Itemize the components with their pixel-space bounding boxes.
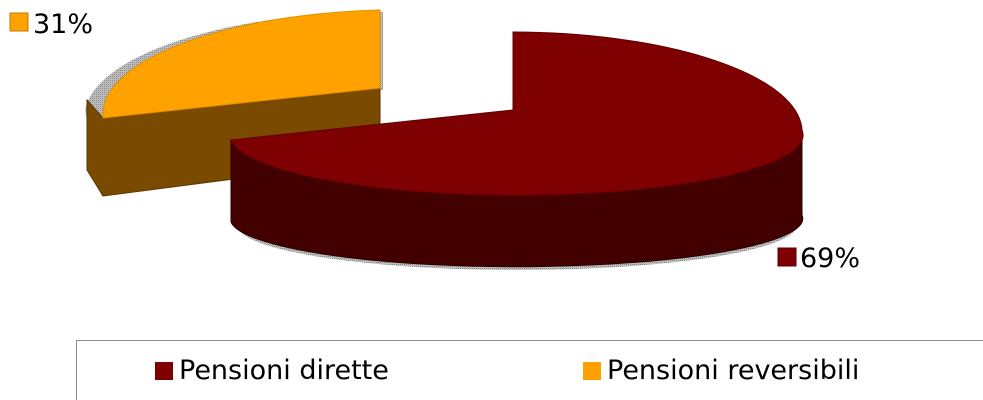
legend-label-reversibili: Pensioni reversibili — [607, 355, 860, 386]
label-marker-direct — [777, 247, 797, 267]
chart-legend: Pensioni dirette Pensioni reversibili — [76, 340, 983, 400]
legend-swatch-direct — [155, 361, 173, 380]
label-marker-reversibili — [9, 12, 29, 32]
legend-swatch-reversibili — [583, 361, 601, 380]
data-label-reversibili: 31% — [33, 9, 93, 40]
slice-top-direct[interactable] — [230, 31, 804, 196]
legend-item-reversibili: Pensioni reversibili — [583, 355, 859, 386]
slice-top-reversibili[interactable] — [102, 9, 381, 119]
legend-item-direct: Pensioni dirette — [155, 355, 389, 386]
legend-label-direct: Pensioni dirette — [179, 355, 389, 386]
data-label-direct: 69% — [800, 243, 860, 274]
